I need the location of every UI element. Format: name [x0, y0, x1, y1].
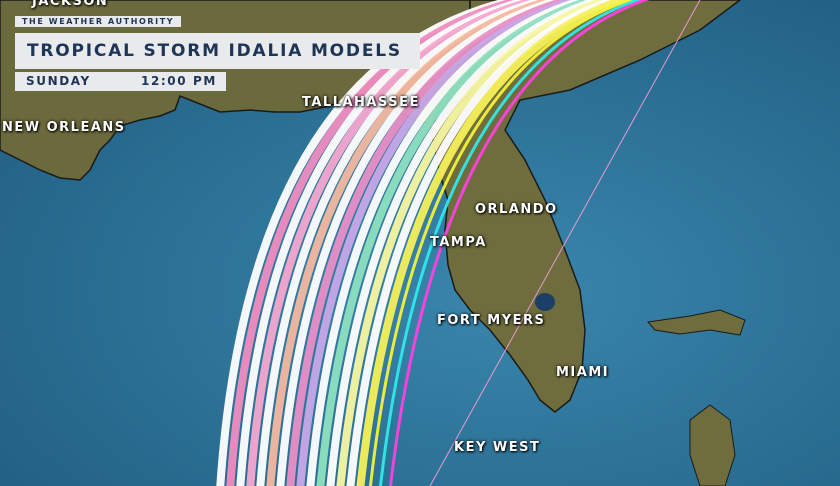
city-label-fort-myers: FORT MYERS	[437, 313, 546, 328]
time-label: 12:00 PM	[141, 74, 217, 88]
city-label-tampa: TAMPA	[430, 235, 487, 250]
model-track	[336, 0, 622, 486]
bahamas-land	[647, 309, 746, 336]
city-label-orlando: ORLANDO	[475, 202, 558, 217]
cuba-land	[689, 404, 736, 486]
model-track	[368, 0, 635, 486]
model-track	[356, 0, 637, 486]
model-track	[346, 0, 629, 486]
city-label-key-west: KEY WEST	[454, 440, 541, 455]
model-track	[388, 0, 650, 486]
timestamp-bar: SUNDAY 12:00 PM	[15, 72, 226, 91]
city-label-miami: MIAMI	[556, 365, 610, 380]
model-tracks	[216, 0, 650, 486]
city-label-new-orleans: NEW ORLEANS	[2, 120, 126, 135]
florida-peninsula	[429, 0, 742, 413]
lake-okeechobee	[535, 293, 555, 311]
page-title: TROPICAL STORM IDALIA MODELS	[15, 33, 420, 69]
city-label-tallahassee: TALLAHASSEE	[302, 95, 420, 110]
reference-line	[429, 0, 701, 486]
day-label: SUNDAY	[26, 74, 91, 88]
brand-label: THE WEATHER AUTHORITY	[15, 16, 182, 27]
city-label-jackson: JACKSON	[32, 0, 109, 9]
model-track	[378, 0, 643, 486]
